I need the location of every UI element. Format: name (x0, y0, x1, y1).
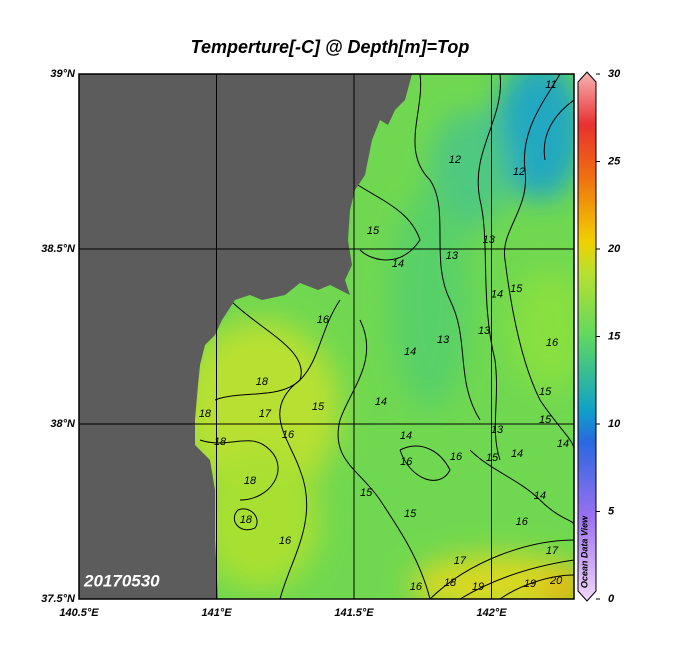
y-tick-label: 38°N (50, 418, 76, 430)
contour-label: 18 (444, 577, 457, 589)
contour-label: 13 (483, 234, 496, 246)
contour-label: 19 (472, 581, 484, 593)
contour-label: 14 (392, 258, 404, 270)
map-title: Temperture[-C] @ Depth[m]=Top (191, 37, 470, 57)
contour-label: 15 (312, 401, 325, 413)
contour-label: 16 (317, 314, 330, 326)
contour-label: 15 (510, 283, 523, 295)
contour-label: 14 (491, 288, 503, 300)
colorbar-tick-label: 10 (608, 418, 621, 430)
colorbar-tick-label: 5 (608, 505, 615, 517)
contour-label: 18 (244, 475, 257, 487)
contour-label: 15 (539, 414, 552, 426)
contour-label: 15 (539, 386, 552, 398)
land (79, 74, 412, 599)
contour-label: 16 (450, 451, 463, 463)
contour-label: 13 (478, 325, 491, 337)
contour-label: 18 (199, 408, 212, 420)
date-label: 20170530 (83, 571, 160, 590)
contour-label: 13 (446, 250, 459, 262)
contour-label: 13 (437, 334, 450, 346)
y-tick-label: 39°N (50, 68, 76, 80)
contour-label: 14 (534, 490, 546, 502)
x-tick-label: 141°E (201, 607, 232, 619)
contour-label: 16 (279, 535, 292, 547)
colorbar-tick-label: 20 (607, 243, 621, 255)
colorbar-tick-label: 25 (607, 155, 621, 167)
contour-label: 16 (546, 337, 559, 349)
contour-label: 12 (513, 166, 525, 178)
contour-label: 13 (491, 424, 504, 436)
contour-label: 16 (400, 456, 413, 468)
contour-label: 12 (449, 154, 461, 166)
colorbar (577, 71, 597, 602)
x-tick-label: 141.5°E (334, 607, 374, 619)
contour-label: 17 (546, 545, 559, 557)
contour-label: 18 (240, 514, 253, 526)
field (79, 74, 574, 599)
map-frame (78, 73, 575, 600)
contour-label: 17 (454, 555, 467, 567)
contour-label: 16 (282, 429, 295, 441)
contour-label: 15 (404, 508, 417, 520)
y-tick-label: 37.5°N (41, 593, 76, 605)
contour-label: 14 (404, 346, 416, 358)
x-tick-label: 140.5°E (59, 607, 99, 619)
contour-label: 19 (524, 578, 536, 590)
contour-label: 16 (516, 516, 529, 528)
contour-label: 17 (259, 408, 272, 420)
colorbar-tick-label: 30 (608, 68, 621, 80)
contour-label: 11 (545, 79, 556, 91)
contour-label: 20 (549, 575, 563, 587)
contour-label: 15 (486, 452, 499, 464)
contour-label: 16 (410, 581, 423, 593)
watermark: Ocean Data View (579, 515, 589, 588)
contour-labels: 11 12 12 13 15 14 13 16 15 14 13 13 14 16 18 15 14 18 17 16… (199, 79, 569, 593)
y-tick-label: 38.5°N (41, 243, 76, 255)
contour-label: 14 (557, 438, 569, 450)
colorbar-tick-label: 15 (608, 330, 621, 342)
colorbar-tick-label: 0 (608, 593, 615, 605)
contour-label: 18 (214, 436, 227, 448)
contour-label: 14 (400, 430, 412, 442)
contour-label: 15 (360, 487, 373, 499)
contour-label: 18 (256, 376, 269, 388)
contour-label: 14 (375, 396, 387, 408)
contour-label: 14 (511, 448, 523, 460)
contour-label: 15 (367, 225, 380, 237)
x-tick-label: 142°E (476, 607, 507, 619)
